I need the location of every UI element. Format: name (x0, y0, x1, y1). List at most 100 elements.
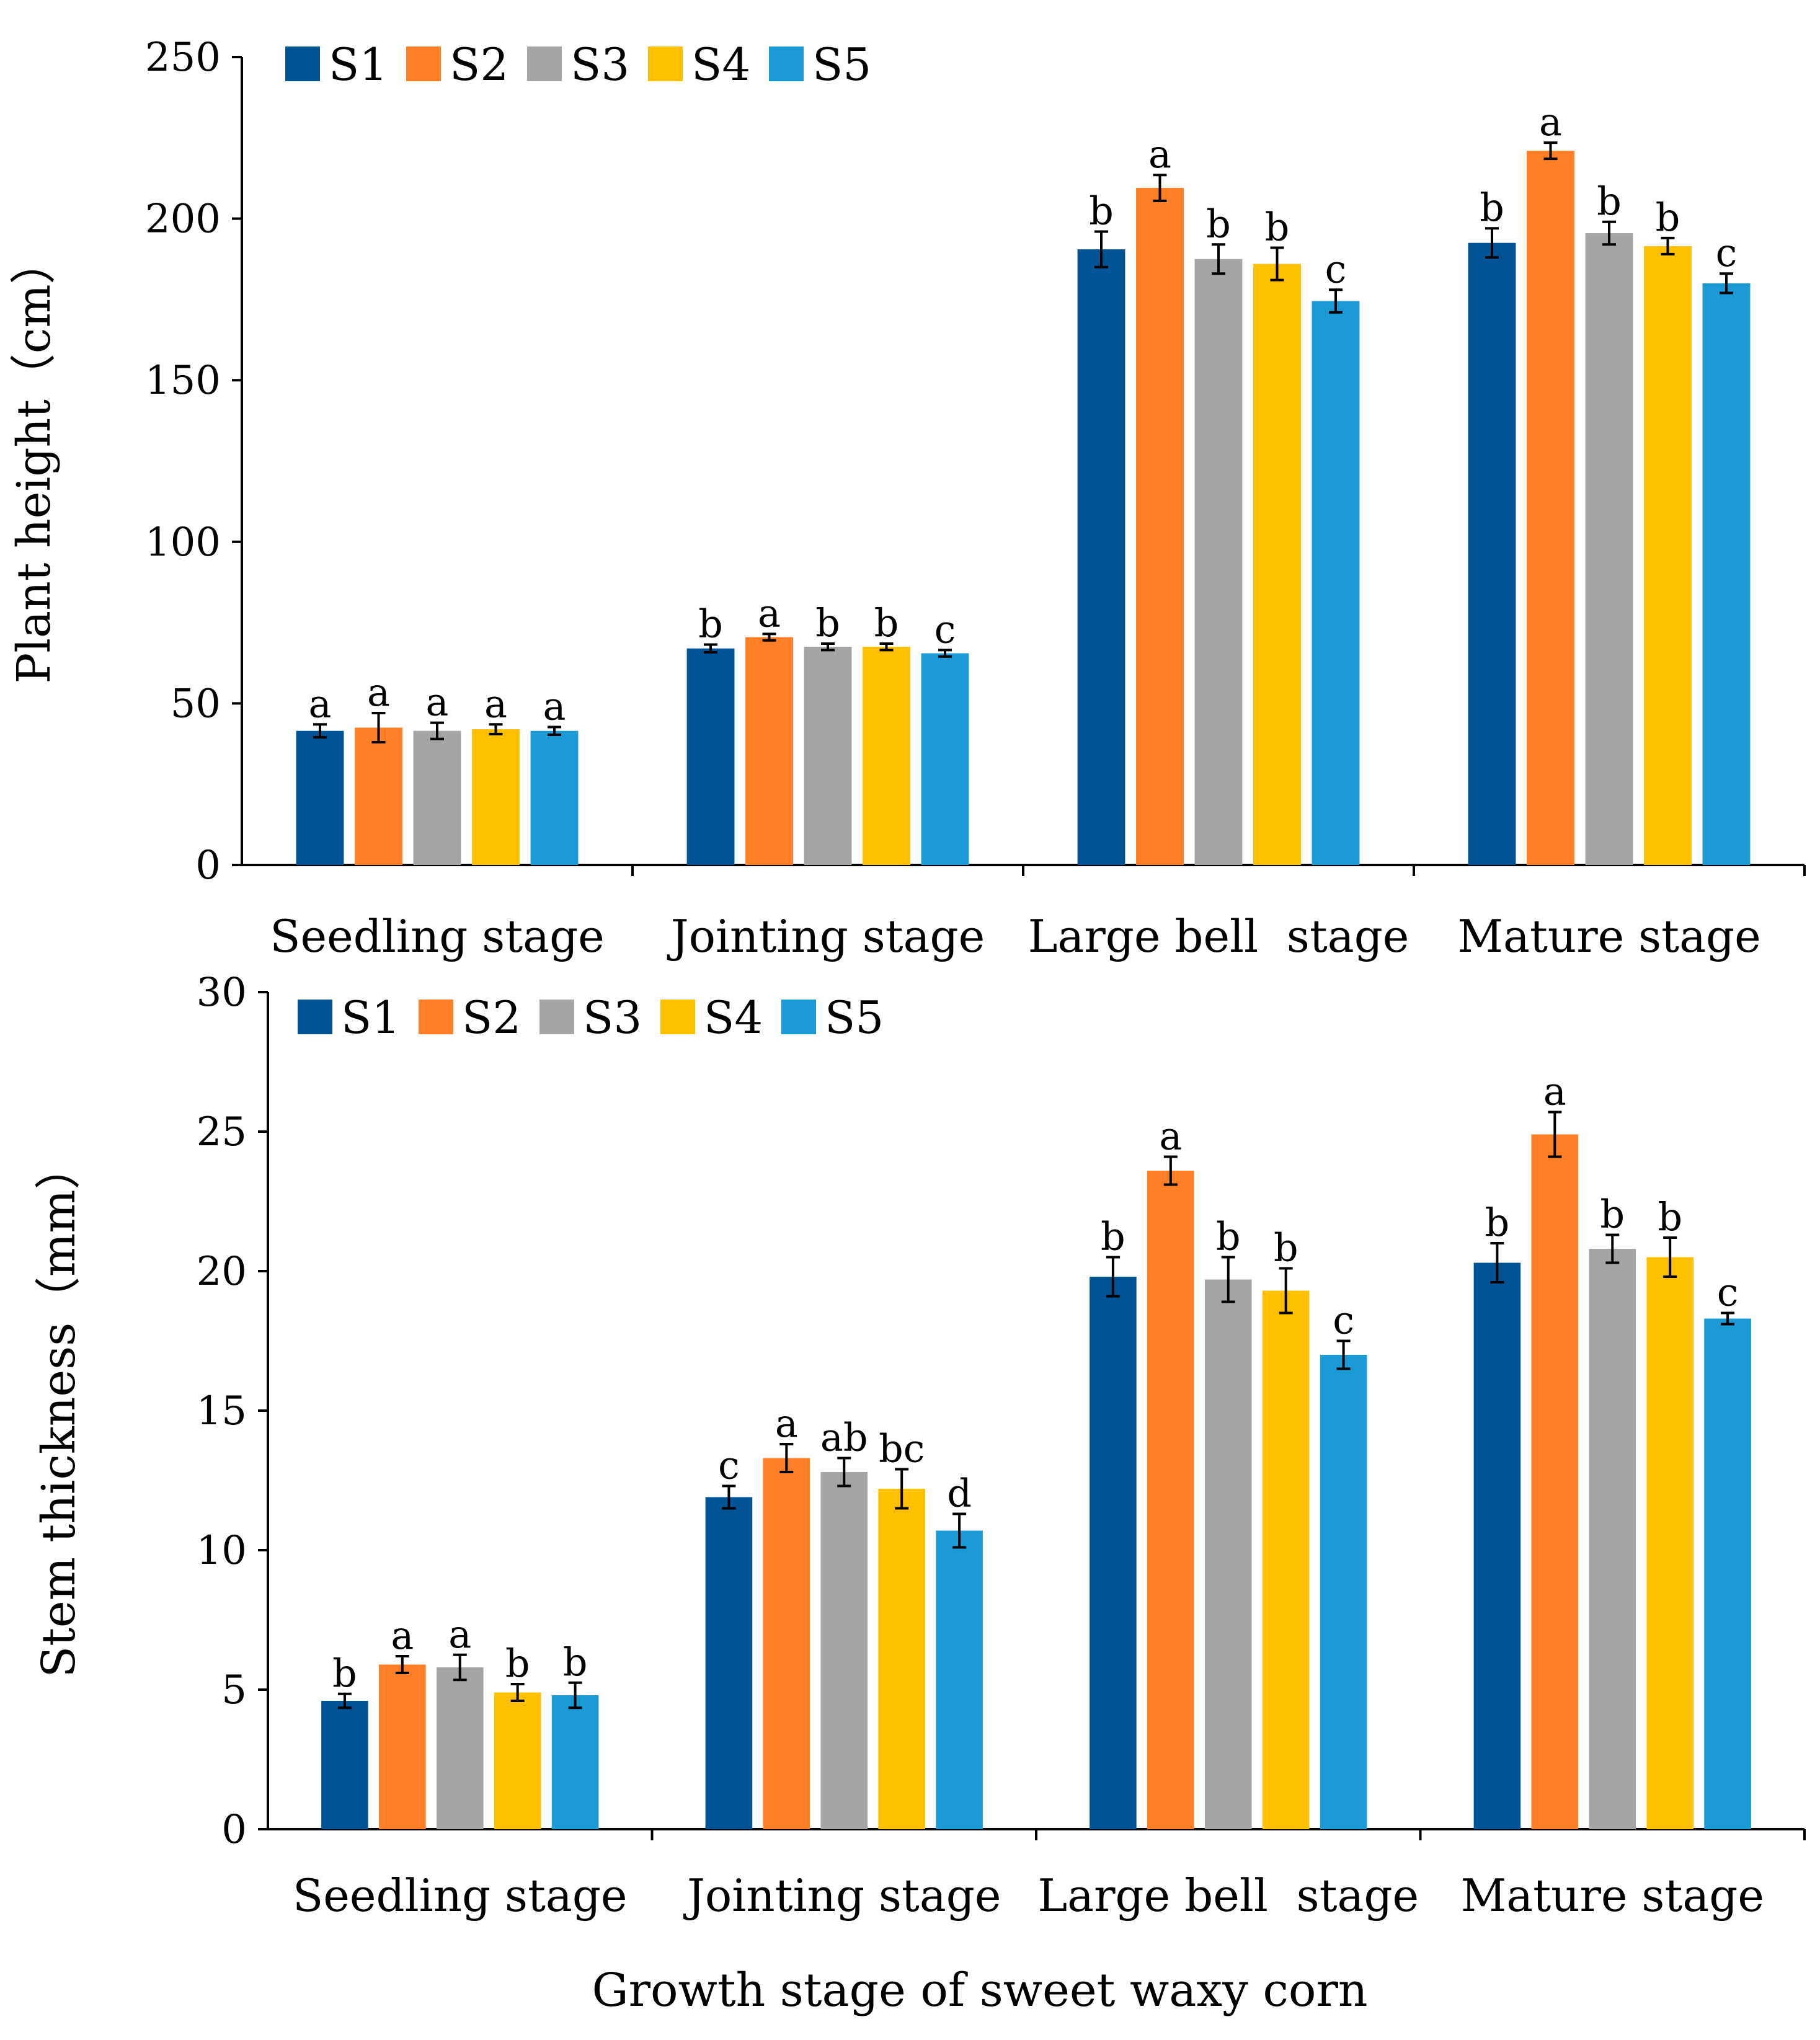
bar-S5 (1704, 1318, 1751, 1829)
bar-S1 (1077, 249, 1125, 865)
bar-S2 (1136, 188, 1184, 866)
bar-S1 (296, 730, 344, 865)
bar-S3 (804, 647, 852, 865)
bar-S5 (1320, 1355, 1367, 1829)
bar-S4 (1644, 246, 1692, 866)
bar-S2 (1147, 1171, 1194, 1829)
bar-S4 (1646, 1257, 1693, 1829)
significance-label: b (563, 1639, 588, 1685)
bar-S2 (1527, 151, 1574, 866)
significance-label: c (1717, 1270, 1739, 1315)
bar-S4 (472, 729, 520, 865)
bar-S5 (551, 1695, 599, 1829)
significance-label: b (1206, 201, 1231, 246)
significance-label: b (698, 601, 723, 647)
bar-S4 (494, 1692, 541, 1829)
significance-label: b (1480, 185, 1504, 230)
y-axis-title: Plant height（cm） (7, 239, 61, 684)
y-axis-title: Stem thickness（mm） (32, 1143, 86, 1677)
bar-S3 (1585, 233, 1633, 866)
y-tick-label: 0 (221, 1807, 247, 1853)
y-tick-label: 50 (171, 681, 221, 727)
significance-label: a (448, 1612, 471, 1657)
legend-label-S5: S5 (825, 991, 884, 1044)
significance-label: b (874, 600, 899, 645)
legend-label-S3: S3 (570, 38, 629, 91)
bar-S3 (1589, 1249, 1636, 1829)
y-tick-label: 20 (197, 1249, 247, 1295)
y-tick-label: 15 (197, 1388, 247, 1434)
bar-S1 (321, 1701, 368, 1829)
bar-S5 (1312, 301, 1360, 866)
stem-thickness-chart: 0 5 10 15 20 25 30 Stem thickness（mm） Seedling s… (32, 970, 1806, 1922)
legend-swatch-S4 (648, 47, 683, 81)
significance-label: b (1089, 188, 1114, 233)
y-tick-label: 250 (145, 35, 221, 81)
bar-S4 (1253, 264, 1301, 865)
y-tick-label: 150 (145, 358, 221, 404)
significance-label: b (1656, 195, 1680, 240)
legend-swatch-S1 (298, 1000, 332, 1034)
bar-S1 (1468, 242, 1516, 865)
significance-label: b (1597, 179, 1622, 224)
bar-S3 (820, 1472, 868, 1829)
significance-label: b (1274, 1225, 1298, 1271)
bar-S5 (921, 653, 969, 865)
legend-swatch-S2 (419, 1000, 453, 1034)
significance-label: a (543, 683, 566, 729)
category-label: Mature stage (1457, 910, 1760, 962)
legend-swatch-S1 (285, 47, 320, 81)
category-label: Large bell stage (1028, 910, 1409, 962)
significance-label: d (947, 1471, 972, 1516)
significance-label: b (1101, 1214, 1125, 1259)
y-tick-label: 100 (145, 520, 221, 565)
bar-S2 (1531, 1134, 1579, 1829)
bar-S5 (1702, 283, 1751, 866)
legend-swatch-S3 (527, 47, 562, 81)
legend-label-S3: S3 (583, 991, 642, 1044)
significance-label: a (391, 1613, 414, 1658)
bar-S4 (878, 1489, 925, 1829)
significance-label: b (1658, 1194, 1682, 1240)
plant-height-chart: 0 50 100 150 200 250 Plant height（cm） Seedling … (7, 35, 1806, 962)
legend-label-S4: S4 (691, 38, 750, 91)
legend-label-S2: S2 (462, 991, 521, 1044)
significance-label: a (758, 590, 781, 636)
significance-label: a (1148, 131, 1171, 177)
bar-S3 (1204, 1279, 1252, 1829)
legend-label-S5: S5 (812, 38, 871, 91)
significance-label: b (1265, 205, 1290, 250)
significance-label: bc (879, 1426, 925, 1471)
y-tick-label: 0 (195, 843, 221, 889)
bar-S3 (413, 730, 461, 865)
significance-label: b (1600, 1192, 1625, 1237)
bar-S2 (355, 727, 402, 865)
category-label: Seedling stage (270, 910, 605, 962)
y-tick-label: 200 (145, 197, 221, 242)
legend-label-S4: S4 (704, 991, 763, 1044)
legend-label-S1: S1 (329, 38, 388, 91)
category-label: Large bell stage (1037, 1869, 1419, 1922)
bar-S4 (863, 647, 910, 865)
legend-swatch-S4 (660, 1000, 695, 1034)
y-tick-label: 5 (221, 1667, 247, 1713)
y-tick-label: 10 (197, 1528, 247, 1574)
significance-label: c (1333, 1298, 1354, 1343)
significance-label: a (1159, 1114, 1182, 1159)
significance-label: b (1485, 1200, 1510, 1245)
bar-S5 (530, 730, 579, 865)
significance-label: c (934, 606, 956, 652)
significance-label: c (1716, 230, 1738, 275)
significance-label: a (426, 680, 449, 725)
significance-label: a (367, 670, 390, 715)
significance-label: c (1325, 246, 1347, 291)
significance-label: b (332, 1651, 357, 1696)
significance-label: b (505, 1641, 530, 1686)
legend-label-S2: S2 (450, 38, 508, 91)
legend-swatch-S5 (769, 47, 804, 81)
bar-S1 (705, 1497, 753, 1829)
significance-label: a (775, 1401, 798, 1446)
category-label: Jointing stage (667, 910, 985, 962)
bar-S3 (1194, 259, 1243, 865)
